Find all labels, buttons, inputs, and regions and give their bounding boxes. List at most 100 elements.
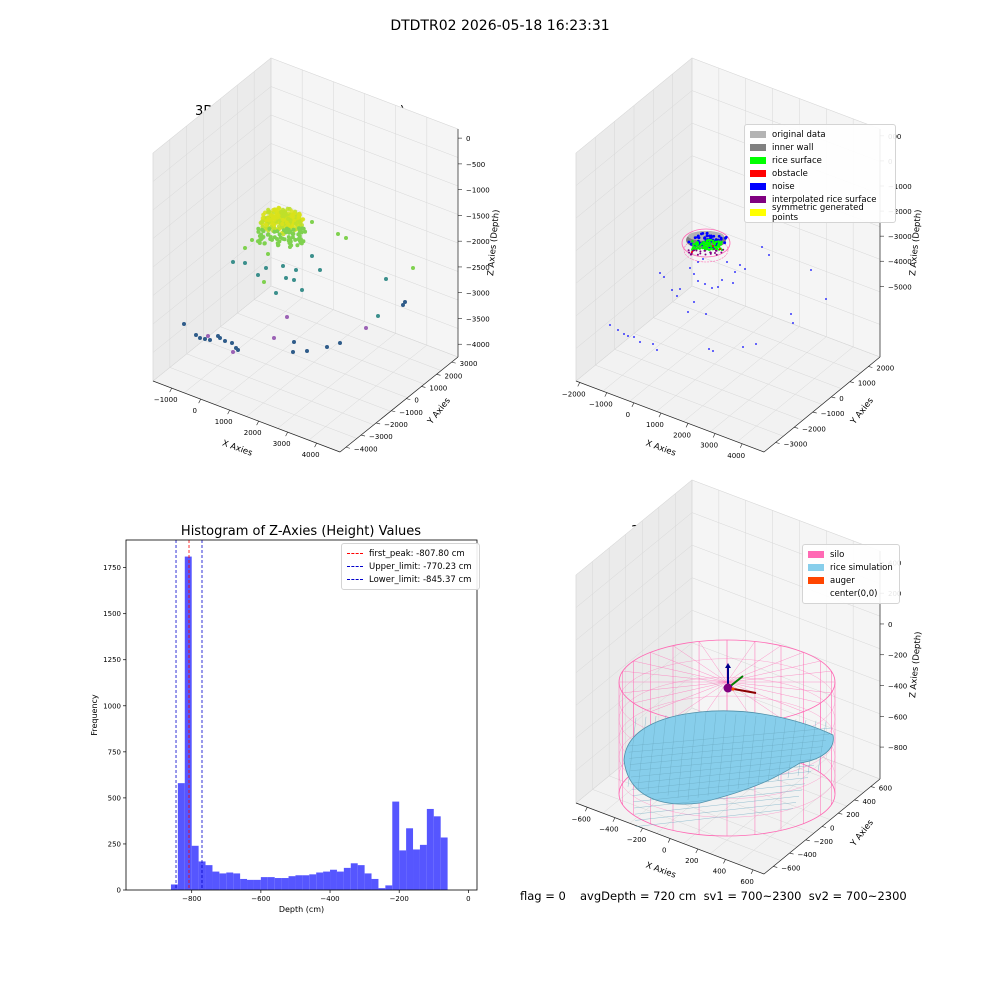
x-tick-label: −2000 xyxy=(562,390,586,398)
rice-surface-point xyxy=(706,241,709,244)
grid-line xyxy=(691,253,881,325)
rice-mesh-line xyxy=(787,719,797,779)
data-point xyxy=(264,266,268,270)
rice-surface-point xyxy=(717,240,720,243)
grid-line xyxy=(575,544,693,641)
subplot-title-histogram: Histogram of Z-Axies (Height) Values xyxy=(180,524,422,539)
data-point xyxy=(230,341,234,345)
x-tick-mark xyxy=(739,443,743,448)
y-tick-label: 750 xyxy=(108,748,121,756)
grid-line xyxy=(237,312,425,385)
interpolated-point xyxy=(704,253,707,256)
interpolated-point xyxy=(696,253,699,256)
y-tick-mark xyxy=(805,839,810,842)
data-point xyxy=(285,315,289,319)
silo-roof-wire xyxy=(726,681,804,712)
rice-mesh-line xyxy=(757,716,767,785)
auger-marker xyxy=(731,687,735,691)
legend-swatch xyxy=(750,196,766,203)
x-tick-label: −600 xyxy=(251,895,270,903)
histogram-bar xyxy=(433,816,441,890)
y-tick-label: 1000 xyxy=(103,702,121,710)
y-tick-mark xyxy=(794,427,799,429)
noise-point xyxy=(755,343,757,345)
legend-item: noise xyxy=(750,180,890,193)
legend-label: first_peak: -807.80 cm xyxy=(369,548,465,559)
data-point xyxy=(194,333,198,337)
y-tick-label: 0 xyxy=(414,397,418,405)
legend-line xyxy=(347,553,363,554)
legend-swatch xyxy=(750,144,766,151)
grid-line xyxy=(152,228,272,325)
grid-line xyxy=(575,155,693,251)
legend-label: center(0,0) xyxy=(830,588,878,599)
grid-line xyxy=(152,257,272,353)
interpolated-point xyxy=(687,249,690,252)
data-point xyxy=(206,334,210,338)
y-axis-label: Y Axies xyxy=(425,396,453,428)
rice-mesh-line xyxy=(627,727,833,747)
y-tick-mark xyxy=(773,866,778,868)
data-point xyxy=(290,235,295,240)
x-axis-label: X Axies xyxy=(644,439,677,459)
grid-line xyxy=(270,171,459,244)
grid-line xyxy=(152,57,272,154)
rice-mesh-line xyxy=(657,715,667,794)
legend-item: interpolated rice surface xyxy=(750,193,890,206)
y-tick-label: 400 xyxy=(862,798,875,806)
rice-mesh-line xyxy=(633,789,803,809)
z-tick-label: −200 xyxy=(888,652,907,660)
rice-mesh-line xyxy=(633,783,806,802)
legend-item: symmetric generated points xyxy=(750,203,890,223)
legend-label: rice simulation xyxy=(830,562,893,573)
histogram-bar xyxy=(212,871,220,890)
data-point xyxy=(267,226,272,231)
status-flag: flag = 0 xyxy=(520,889,566,903)
data-point xyxy=(203,337,207,341)
noise-point xyxy=(609,324,611,326)
histogram-bar xyxy=(170,884,178,890)
x-tick-label: 3000 xyxy=(273,440,291,448)
legend-item: obstacle xyxy=(750,167,890,180)
grid-line xyxy=(277,333,396,429)
noise-point xyxy=(724,235,728,239)
histogram-bar xyxy=(233,873,241,890)
rice-mesh-line xyxy=(627,717,637,787)
grid-line xyxy=(246,321,365,417)
histogram-bar xyxy=(392,801,400,890)
legend-item: inner wall xyxy=(750,141,890,154)
x-tick-mark xyxy=(227,409,230,415)
x-tick-label: 4000 xyxy=(727,452,745,460)
y-axis-line xyxy=(763,356,881,453)
silo-roof-wire xyxy=(726,645,782,683)
legend-label: noise xyxy=(772,181,795,192)
legend-item: center(0,0) xyxy=(808,587,894,600)
simulation-legend: silo rice simulation auger center(0,0) xyxy=(802,544,900,604)
y-tick-label: 200 xyxy=(846,811,859,819)
legend-swatch xyxy=(750,157,766,164)
grid-line xyxy=(691,188,881,260)
silo-roof-wire xyxy=(650,681,728,712)
z-tick-label: −2500 xyxy=(466,264,490,272)
z-tick-label: −2000 xyxy=(888,208,912,216)
rice-surface xyxy=(623,710,834,805)
rice-surface-point xyxy=(707,248,711,251)
interpolated-point xyxy=(699,250,702,253)
x-tick-label: 0 xyxy=(466,895,470,903)
data-point xyxy=(231,350,235,354)
z-tick-label: −3000 xyxy=(888,233,912,241)
y-tick-mark xyxy=(849,381,854,383)
data-point xyxy=(280,221,285,227)
y-tick-label: −1000 xyxy=(821,410,845,418)
data-point xyxy=(300,288,304,292)
interpolated-point xyxy=(695,249,698,252)
x-tick-label: −400 xyxy=(599,826,618,834)
histogram-bar xyxy=(371,878,379,890)
noise-point xyxy=(623,333,625,335)
classify-3d-axes: −2000−100001000200030004000−3000−2000−10… xyxy=(562,57,924,460)
data-point xyxy=(262,241,267,246)
data-point xyxy=(289,209,294,214)
z-tick-label: −1000 xyxy=(888,183,912,191)
y-tick-label: 500 xyxy=(108,794,121,802)
data-point xyxy=(384,277,388,281)
